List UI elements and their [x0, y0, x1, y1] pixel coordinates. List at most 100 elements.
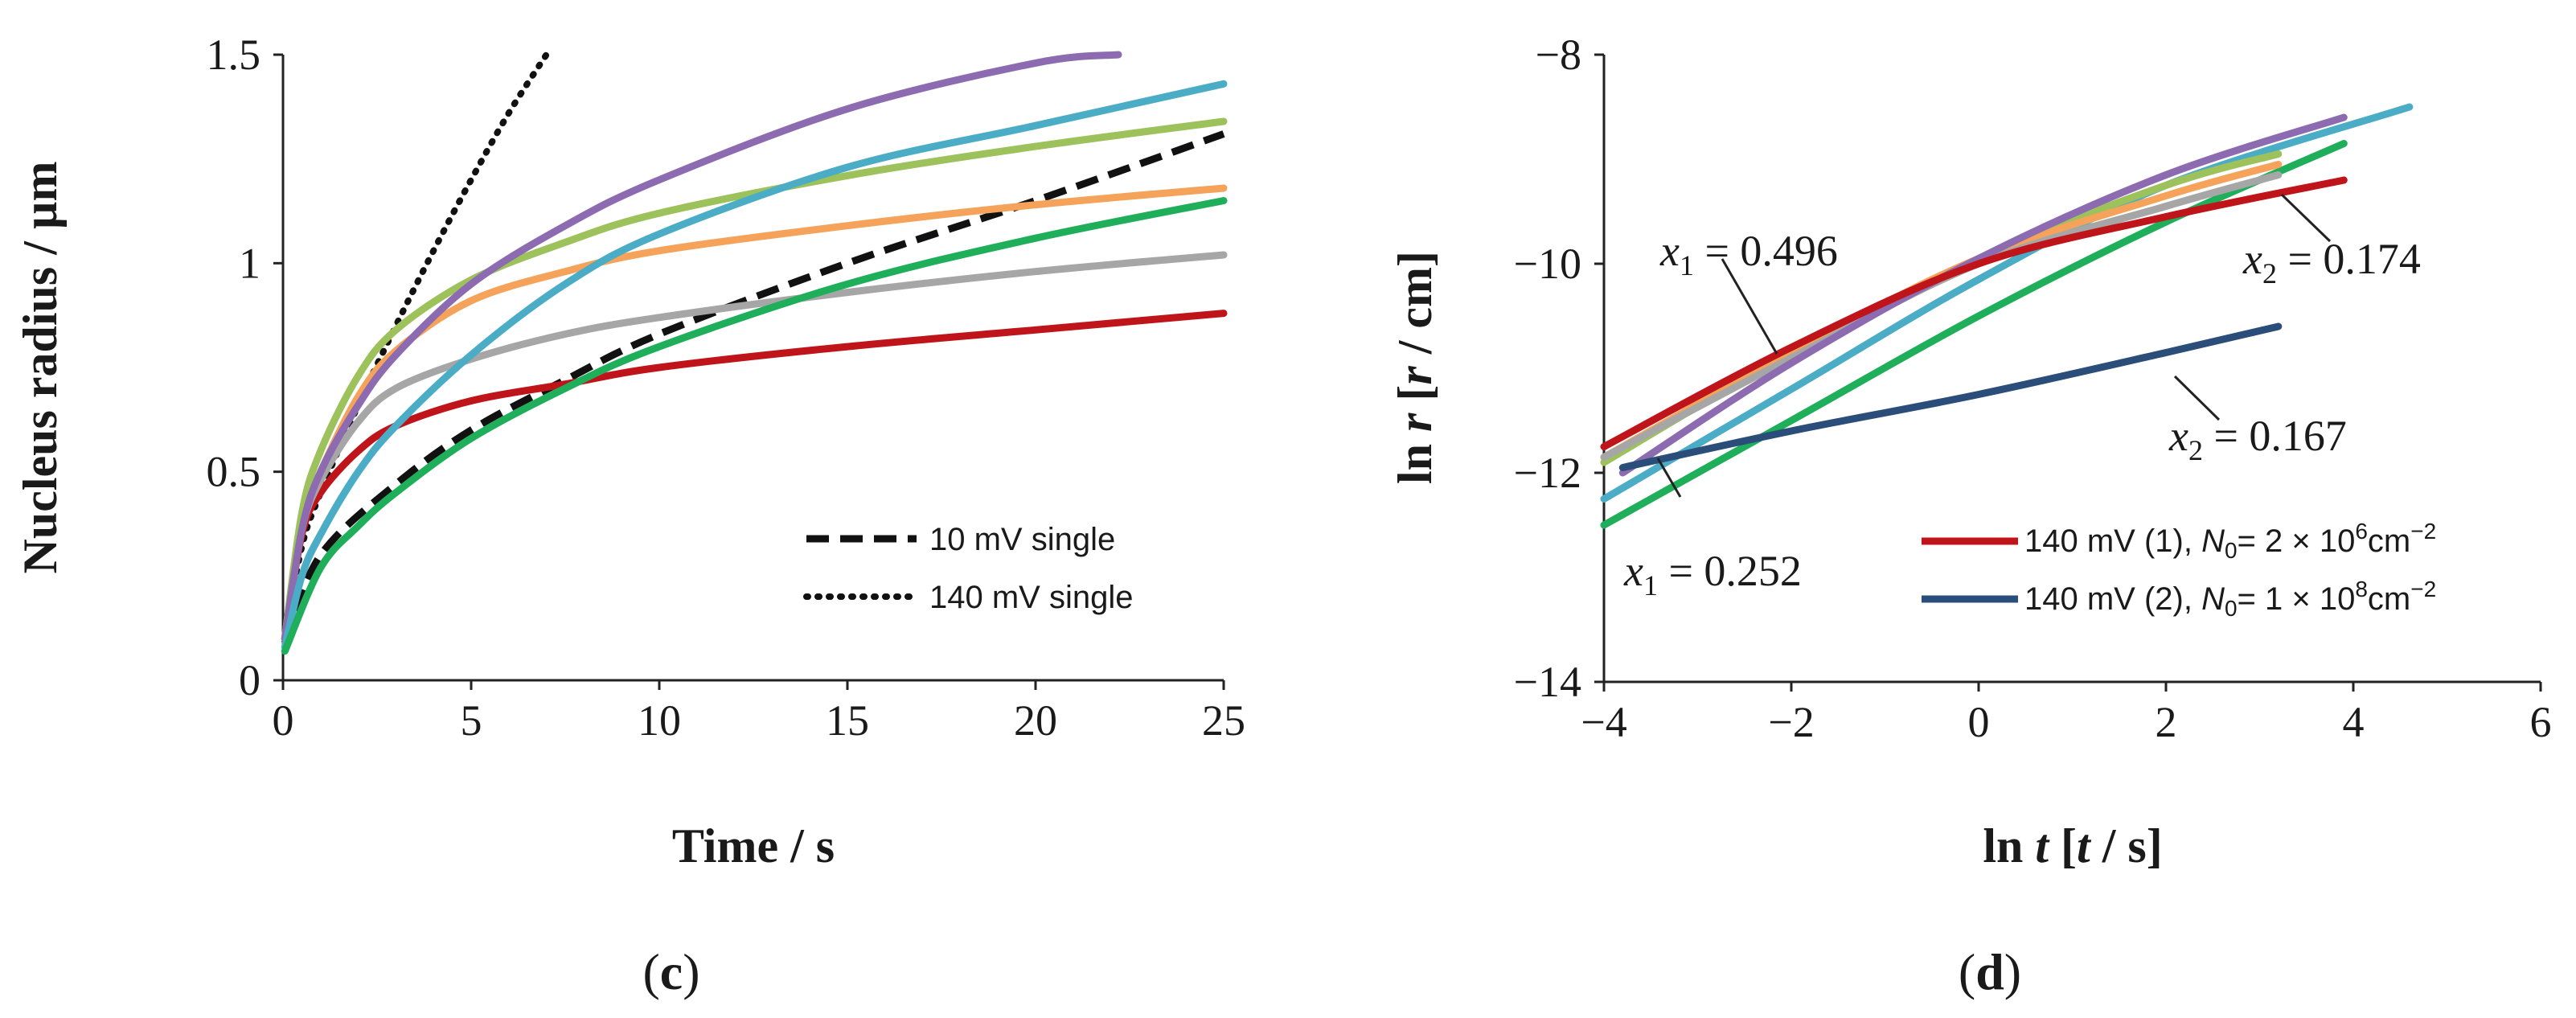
d-leg0-label: 140 mV (1), — [2024, 523, 2201, 559]
d-leg1-label: 140 mV (2), — [2024, 581, 2201, 617]
d-xlabel-suffix: / s] — [2090, 819, 2163, 872]
d-xlabel-prefix: ln — [1983, 819, 2035, 872]
d-ann0-sub: 1 — [1680, 249, 1694, 281]
d-ylabel-var2: r — [1388, 366, 1442, 385]
c-legend-label-dotted: 140 mV single — [929, 580, 1133, 615]
d-series-group — [1600, 103, 2414, 529]
d-leg1-sym: N — [2201, 581, 2225, 617]
c-x-tick-label: 5 — [461, 696, 482, 745]
d-leader-x1-0496 — [1721, 258, 1778, 355]
d-series-light-blue — [1600, 103, 2414, 503]
c-x-tick-label: 0 — [273, 696, 294, 745]
d-leg0-unit: cm — [2368, 523, 2410, 559]
c-series-yellow-green — [281, 117, 1228, 642]
d-x-tick-label: 2 — [2156, 698, 2177, 746]
c-series-red — [281, 310, 1228, 642]
d-leg0-unit-exp: −2 — [2410, 519, 2436, 544]
c-panel-open: ( — [642, 943, 659, 1000]
d-leg1-eq: = 1 × 10 — [2238, 581, 2356, 617]
d-annotation-x2-0174: x2 = 0.174 — [2242, 235, 2421, 289]
d-ann0-text: = 0.496 — [1694, 227, 1838, 275]
c-series-group — [281, 51, 1228, 655]
d-ann1-sub: 2 — [2262, 257, 2277, 289]
d-ylabel-mid: [ — [1388, 385, 1442, 413]
c-legend: 10 mV single 140 mV single — [803, 522, 1133, 615]
d-legend: 140 mV (1), N0= 2 × 106cm−2 140 mV (2), … — [1922, 519, 2436, 621]
panel-d: −4 −2 0 2 4 6−14−12−10−8 x1 = 0.496 x2 = 0.17… — [1388, 31, 2552, 1000]
d-x-tick-label: 4 — [2343, 698, 2365, 746]
d-leader-x1-0252 — [1656, 458, 1682, 498]
d-y-tick-label: −12 — [1514, 449, 1581, 497]
d-series-dark-blue — [1618, 322, 2283, 471]
d-y-tick-label: −10 — [1514, 240, 1581, 288]
d-leg1-exp: 8 — [2355, 577, 2368, 601]
d-y-axis-label: ln r [r / cm] — [1388, 251, 1442, 484]
d-ann0-sym: x — [1659, 227, 1680, 275]
d-series-red — [1600, 176, 2348, 450]
d-leg1-sub: 0 — [2225, 596, 2238, 621]
d-panel-close: ) — [2004, 943, 2021, 1000]
d-xlabel-mid: [ — [2049, 819, 2077, 872]
c-panel-close: ) — [683, 943, 699, 1000]
d-panel-label: (d) — [1959, 943, 2021, 1000]
d-ann1-text: = 0.174 — [2277, 235, 2421, 283]
c-y-tick-label: 0 — [239, 656, 260, 704]
c-x-tick-label: 20 — [1014, 696, 1057, 745]
c-panel-label: (c) — [642, 943, 699, 1000]
d-series-purple — [1618, 113, 2348, 477]
c-panel-letter: c — [660, 943, 683, 1000]
d-series-green — [1600, 140, 2348, 529]
d-annotation-x2-0167: x2 = 0.167 — [2168, 412, 2347, 466]
d-x-tick-label: −4 — [1581, 698, 1626, 746]
d-ticks-group: −4 −2 0 2 4 6 −14 −12 −10 −8 — [1514, 31, 2552, 746]
d-annotation-x1-0496: x1 = 0.496 — [1659, 227, 1838, 281]
c-series-10-mv-single — [281, 130, 1225, 645]
d-ann2-sym: x — [2168, 412, 2188, 460]
d-ann2-text: = 0.167 — [2203, 412, 2347, 460]
d-leg0-sym: N — [2201, 523, 2225, 559]
d-ylabel-prefix: ln — [1388, 432, 1442, 484]
c-series-purple — [281, 51, 1122, 642]
d-annotation-x1-0252: x1 = 0.252 — [1623, 547, 1802, 601]
d-legend-entry-2: 140 mV (2), N0= 1 × 108cm−2 — [2024, 577, 2436, 621]
c-ticks-group: 0 5 10 15 20 25 0 0.5 1 1.5 — [207, 31, 1246, 745]
d-ann3-sym: x — [1623, 547, 1643, 595]
d-x-tick-label: 6 — [2530, 698, 2552, 746]
d-legend-entry-1: 140 mV (1), N0= 2 × 106cm−2 — [2024, 519, 2436, 563]
d-leg1-unit-exp: −2 — [2410, 577, 2436, 601]
c-series-light-blue — [281, 80, 1228, 651]
d-leg1-unit: cm — [2368, 581, 2410, 617]
d-leg0-eq: = 2 × 10 — [2238, 523, 2356, 559]
c-y-tick-label: 1 — [239, 239, 260, 287]
c-x-tick-label: 15 — [826, 696, 869, 745]
c-y-tick-label: 0.5 — [207, 448, 261, 496]
d-leader-x2-0174 — [2280, 193, 2332, 243]
d-ylabel-var: r — [1388, 413, 1442, 432]
panel-c: 0 5 10 15 20 25 0 0.5 1 1.5 10 mV single 140 mV s… — [14, 31, 1245, 1000]
d-xlabel-var2: t — [2077, 819, 2092, 872]
d-leg0-sub: 0 — [2225, 538, 2238, 563]
d-leader-x2-0167 — [2173, 375, 2221, 421]
c-y-tick-label: 1.5 — [207, 31, 261, 79]
c-y-axis-label: Nucleus radius / µm — [14, 162, 67, 574]
d-panel-open: ( — [1959, 943, 1975, 1000]
d-xlabel-var: t — [2035, 819, 2050, 872]
d-y-tick-label: −14 — [1514, 658, 1581, 706]
c-legend-label-dashed: 10 mV single — [929, 522, 1115, 557]
d-x-axis-label: ln t [t / s] — [1983, 819, 2162, 872]
d-ann3-text: = 0.252 — [1658, 547, 1802, 595]
d-ylabel-suffix: / cm] — [1388, 251, 1442, 366]
d-ann3-sub: 1 — [1643, 569, 1658, 601]
d-leg0-exp: 6 — [2355, 519, 2368, 544]
d-ann1-sym: x — [2242, 235, 2262, 283]
c-x-tick-label: 10 — [638, 696, 681, 745]
d-ann2-sub: 2 — [2188, 434, 2203, 466]
c-x-axis-label: Time / s — [672, 819, 835, 872]
c-series-green — [281, 197, 1228, 655]
d-x-tick-label: −2 — [1768, 698, 1814, 746]
d-y-tick-label: −8 — [1536, 31, 1581, 79]
c-x-tick-label: 25 — [1202, 696, 1245, 745]
d-x-tick-label: 0 — [1968, 698, 1990, 746]
d-panel-letter: d — [1975, 943, 2004, 1000]
